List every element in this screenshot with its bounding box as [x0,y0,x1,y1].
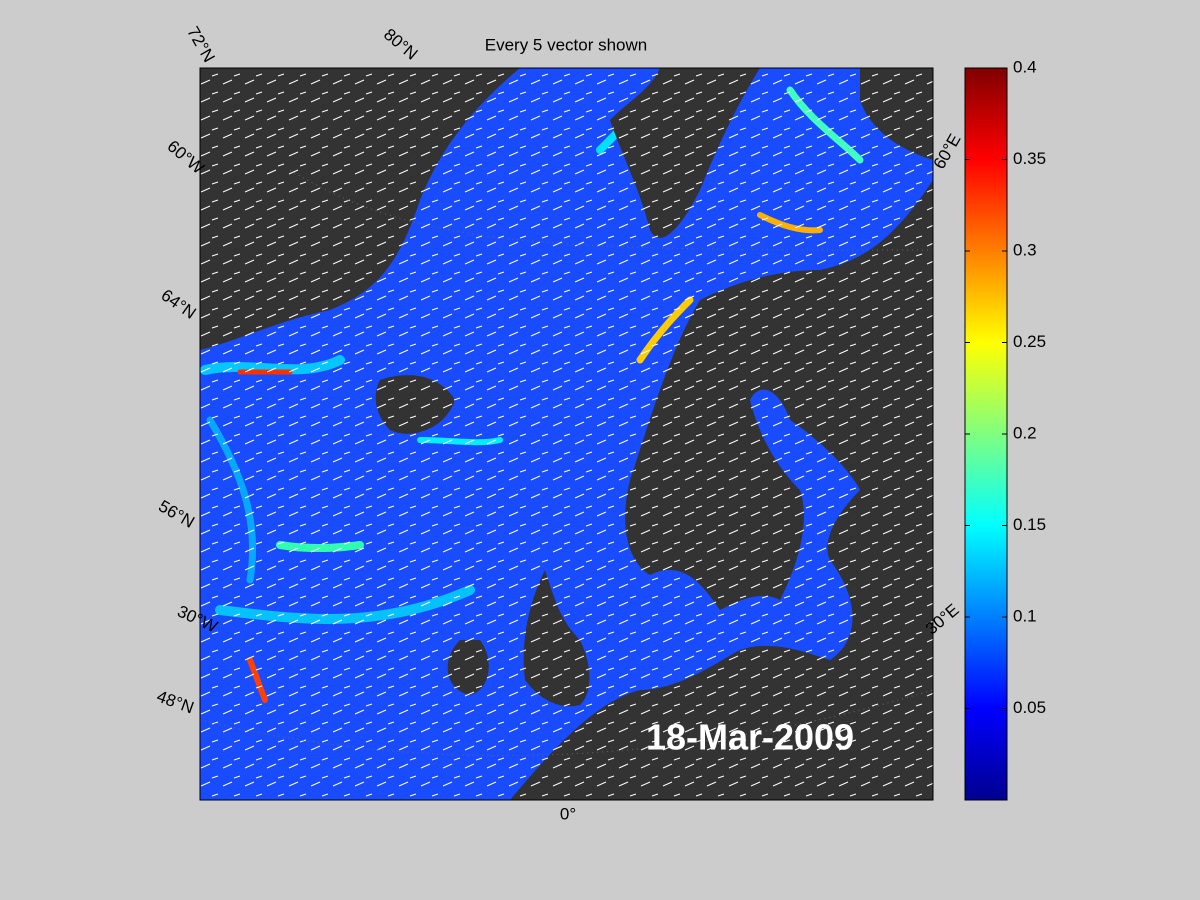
colorbar-tick-label: 0.15 [1013,515,1046,534]
graticule-label: 48°N [154,687,196,718]
vector-field [200,68,933,800]
colorbar-tick-label: 0.2 [1013,423,1037,442]
date-label: 18-Mar-2009 [646,717,854,758]
map [200,68,933,800]
graticule-label: 56°N [155,496,197,531]
graticule-label: 0° [560,804,576,823]
graticule [200,169,933,756]
map-title: Every 5 vector shown [485,35,648,54]
colorbar-tick-label: 0.35 [1013,149,1046,168]
colorbar-ticks: 0.05 0.1 0.15 0.2 0.25 0.3 0.35 0.4 [965,57,1046,717]
plot-frame [199,67,934,801]
graticule-label: 72°N [183,23,218,65]
colorbar-tick-label: 0.4 [1013,57,1037,76]
colorbar-tick-label: 0.1 [1013,606,1037,625]
colorbar [964,67,1008,801]
colorbar-tick-label: 0.3 [1013,240,1037,259]
colorbar-tick-label: 0.25 [1013,332,1046,351]
graticule-label: 64°N [158,285,200,322]
graticule-label: 60°E [930,131,965,173]
colorbar-tick-label: 0.05 [1013,698,1046,717]
graticule-label: 80°N [380,25,421,64]
